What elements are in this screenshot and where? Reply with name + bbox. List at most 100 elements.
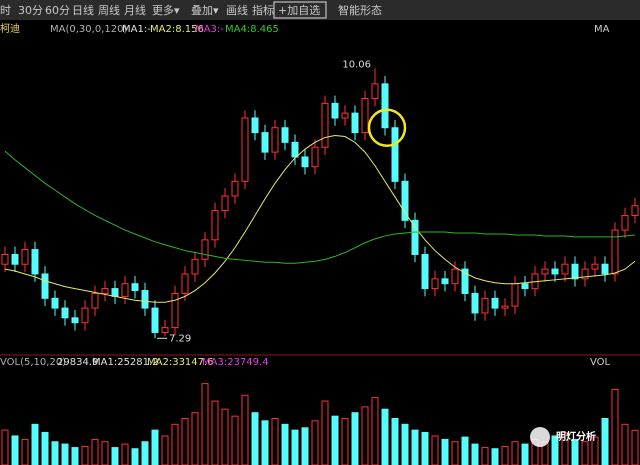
candle-body — [391, 127, 399, 182]
volume-bar — [221, 408, 229, 465]
volume-bar — [561, 431, 569, 465]
volume-bar — [491, 448, 499, 465]
candle-body — [211, 210, 219, 241]
volume-bar — [171, 423, 179, 465]
candle-body — [351, 112, 359, 134]
candle-body — [161, 327, 169, 333]
volume-bar — [101, 441, 109, 465]
candle-body — [191, 258, 199, 275]
toolbar — [0, 0, 640, 20]
candle-body — [511, 283, 519, 307]
candle-body — [421, 253, 429, 290]
candle-body — [491, 297, 499, 309]
volume-bar — [241, 394, 249, 465]
candle-body — [431, 278, 439, 290]
volume-bar — [471, 443, 479, 465]
candle-body — [581, 268, 589, 280]
volume-bar — [311, 420, 319, 465]
candle-body — [241, 117, 249, 182]
volume-bar — [271, 418, 279, 465]
candle-body — [11, 253, 19, 265]
volume-bar — [441, 438, 449, 465]
candle-body — [501, 305, 509, 309]
ma-label: MA(0,30,0,120) — [50, 24, 127, 35]
volume-bar — [581, 441, 589, 465]
candle-body — [41, 273, 49, 299]
candle-body — [1, 253, 9, 265]
vol-label: 29834.9 — [57, 357, 98, 368]
candle-body — [591, 263, 599, 270]
volume-bar — [371, 397, 379, 465]
ma-label: MA4:8.465 — [225, 24, 279, 35]
candle-body — [361, 97, 369, 134]
volume-bar — [521, 443, 529, 465]
toolbar-item[interactable]: 时 — [0, 4, 11, 17]
volume-bar — [161, 435, 169, 465]
volume-bar — [41, 431, 49, 465]
volume-bar — [91, 438, 99, 465]
toolbar-item[interactable]: 智能形态 — [338, 3, 382, 17]
toolbar-item[interactable]: 60分 — [45, 4, 70, 17]
candle-body — [21, 249, 29, 265]
toolbar-item[interactable]: 指标 — [252, 3, 274, 17]
vol-label: MA3:23749.4 — [202, 357, 269, 368]
highlight-circle — [367, 108, 407, 147]
toolbar-item[interactable]: 月线 — [124, 3, 146, 17]
toolbar-item[interactable]: +加自选 — [278, 4, 320, 17]
candle-body — [611, 229, 619, 275]
volume-bar — [421, 431, 429, 465]
ma-label: MA1:- — [122, 24, 151, 35]
toolbar-item[interactable]: 30分 — [18, 4, 43, 17]
candle-body — [261, 132, 269, 153]
candle-body — [561, 263, 569, 275]
candle-body — [131, 283, 139, 292]
candle-body — [81, 307, 89, 324]
volume-bar — [411, 429, 419, 465]
high-annotation: 10.06 — [342, 59, 371, 70]
candle-body — [631, 205, 639, 216]
volume-bar — [571, 438, 579, 465]
candle-body — [171, 292, 179, 329]
candle-body — [551, 268, 559, 275]
candle-body — [251, 117, 259, 134]
stock-name: 柯迪 — [0, 22, 20, 35]
candle-body — [371, 83, 379, 99]
candle-body — [141, 290, 149, 309]
ma-label: MA2:8.156 — [150, 24, 204, 35]
candle-body — [271, 127, 279, 153]
volume-bar — [71, 447, 79, 465]
volume-bar — [401, 423, 409, 465]
candle-body — [181, 273, 189, 294]
toolbar-item[interactable]: 更多▾ — [152, 3, 180, 17]
toolbar-item[interactable]: 画线 — [226, 3, 248, 17]
volume-bar — [231, 415, 239, 465]
volume-bar — [461, 436, 469, 465]
volume-bar — [291, 429, 299, 465]
candle-body — [231, 180, 239, 197]
volume-bar — [611, 388, 619, 465]
ma-line — [4, 150, 636, 264]
toolbar-item[interactable]: 叠加▾ — [191, 4, 219, 17]
candle-body — [441, 278, 449, 285]
volume-bar — [481, 447, 489, 465]
candle-body — [321, 102, 329, 148]
watermark-icon — [530, 427, 550, 447]
candle-body — [221, 195, 229, 212]
volume-bar — [451, 441, 459, 465]
volume-bar — [11, 435, 19, 465]
ma-line — [4, 135, 636, 303]
volume-bar — [61, 443, 69, 465]
volume-bar — [631, 429, 639, 465]
ma-label: MA3:- — [195, 24, 224, 35]
volume-bar — [131, 448, 139, 465]
volume-bar — [201, 383, 209, 465]
volume-bar — [141, 441, 149, 465]
candle-body — [541, 268, 549, 275]
toolbar-item[interactable]: 日线 — [72, 3, 94, 17]
candle-body — [71, 317, 79, 324]
toolbar-item[interactable]: 周线 — [98, 3, 120, 17]
volume-bar — [261, 420, 269, 465]
volume-bar — [251, 412, 259, 465]
candle-body — [291, 141, 299, 158]
